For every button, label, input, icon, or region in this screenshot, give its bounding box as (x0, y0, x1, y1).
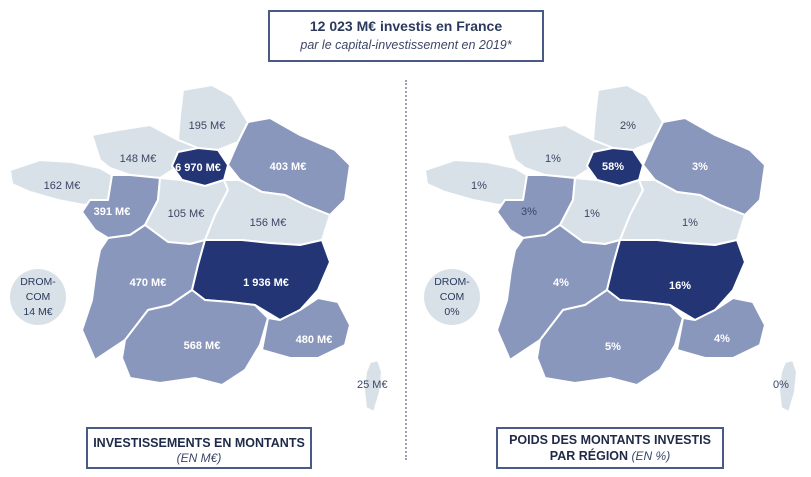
label-occitanie: 568 M€ (184, 340, 221, 352)
caption-right-line2: PAR RÉGION (549, 449, 629, 463)
region-corse (363, 359, 383, 413)
pct-grand-est: 3% (692, 161, 708, 173)
caption-left-unit: (EN M€) (176, 451, 222, 465)
label-hauts-de-france: 195 M€ (189, 120, 226, 132)
drom-right-line1: DROM- (434, 275, 470, 288)
pct-normandie: 1% (545, 153, 561, 165)
label-pays-de-la-loire: 391 M€ (94, 206, 131, 218)
right-map: 2% 58% 3% 1% 1% 3% 1% 1% 4% 16% 5% 4% (424, 84, 798, 413)
label-bretagne: 162 M€ (44, 180, 81, 192)
left-map: 195 M€ 6 970 M€ 403 M€ 148 M€ 162 M€ 391… (9, 84, 383, 413)
caption-left-title: INVESTISSEMENTS EN MONTANTS (93, 436, 305, 450)
drom-right-line3: 0% (444, 305, 460, 318)
label-ile-de-france: 6 970 M€ (175, 162, 221, 174)
label-normandie: 148 M€ (120, 153, 157, 165)
pct-ile-de-france: 58% (602, 161, 624, 173)
page-title: 12 023 M€ investis en France (309, 18, 503, 34)
drom-left-line3: 14 M€ (23, 305, 53, 318)
region-hauts-de-france-r (592, 84, 664, 151)
region-paca (261, 297, 351, 359)
pct-auvergne-rhone-alpes: 16% (669, 280, 691, 292)
drom-com-right: DROM- COM 0% (424, 269, 480, 325)
pct-centre: 1% (584, 208, 600, 220)
pct-occitanie: 5% (605, 341, 621, 353)
drom-com-left: DROM- COM 14 M€ (10, 269, 66, 325)
pct-bretagne: 1% (471, 180, 487, 192)
caption-right: POIDS DES MONTANTS INVESTIS PAR RÉGION (… (496, 427, 724, 469)
region-occitanie (121, 289, 269, 386)
label-corse-right: 0% (773, 379, 789, 391)
pct-hauts-de-france: 2% (620, 120, 636, 132)
drom-left-line1: DROM- (20, 275, 56, 288)
pct-bourgogne: 1% (682, 217, 698, 229)
region-corse-r (778, 359, 798, 413)
drom-right-line2: COM (439, 290, 465, 303)
pct-paca: 4% (714, 333, 730, 345)
title-box: 12 023 M€ investis en France par le capi… (268, 10, 544, 62)
label-paca: 480 M€ (296, 334, 333, 346)
caption-right-line2-wrap: PAR RÉGION (EN %) (498, 448, 722, 464)
region-hauts-de-france (177, 84, 249, 151)
caption-right-unit: (EN %) (631, 449, 671, 463)
drom-left-line2: COM (25, 290, 51, 303)
label-centre: 105 M€ (168, 208, 205, 220)
pct-nouvelle-aquitaine: 4% (553, 277, 569, 289)
label-grand-est: 403 M€ (270, 161, 307, 173)
page-subtitle: par le capital-investissement en 2019* (300, 38, 512, 52)
label-bourgogne: 156 M€ (250, 217, 287, 229)
caption-right-line1: POIDS DES MONTANTS INVESTIS (509, 433, 711, 447)
label-auvergne-rhone-alpes: 1 936 M€ (243, 277, 289, 289)
label-corse-left: 25 M€ (357, 379, 388, 391)
label-nouvelle-aquitaine: 470 M€ (130, 277, 167, 289)
pct-pays-de-la-loire: 3% (521, 206, 537, 218)
map-divider (405, 80, 407, 460)
region-paca-r (676, 297, 766, 359)
caption-left: INVESTISSEMENTS EN MONTANTS (EN M€) (86, 427, 312, 469)
region-occitanie-r (536, 289, 684, 386)
